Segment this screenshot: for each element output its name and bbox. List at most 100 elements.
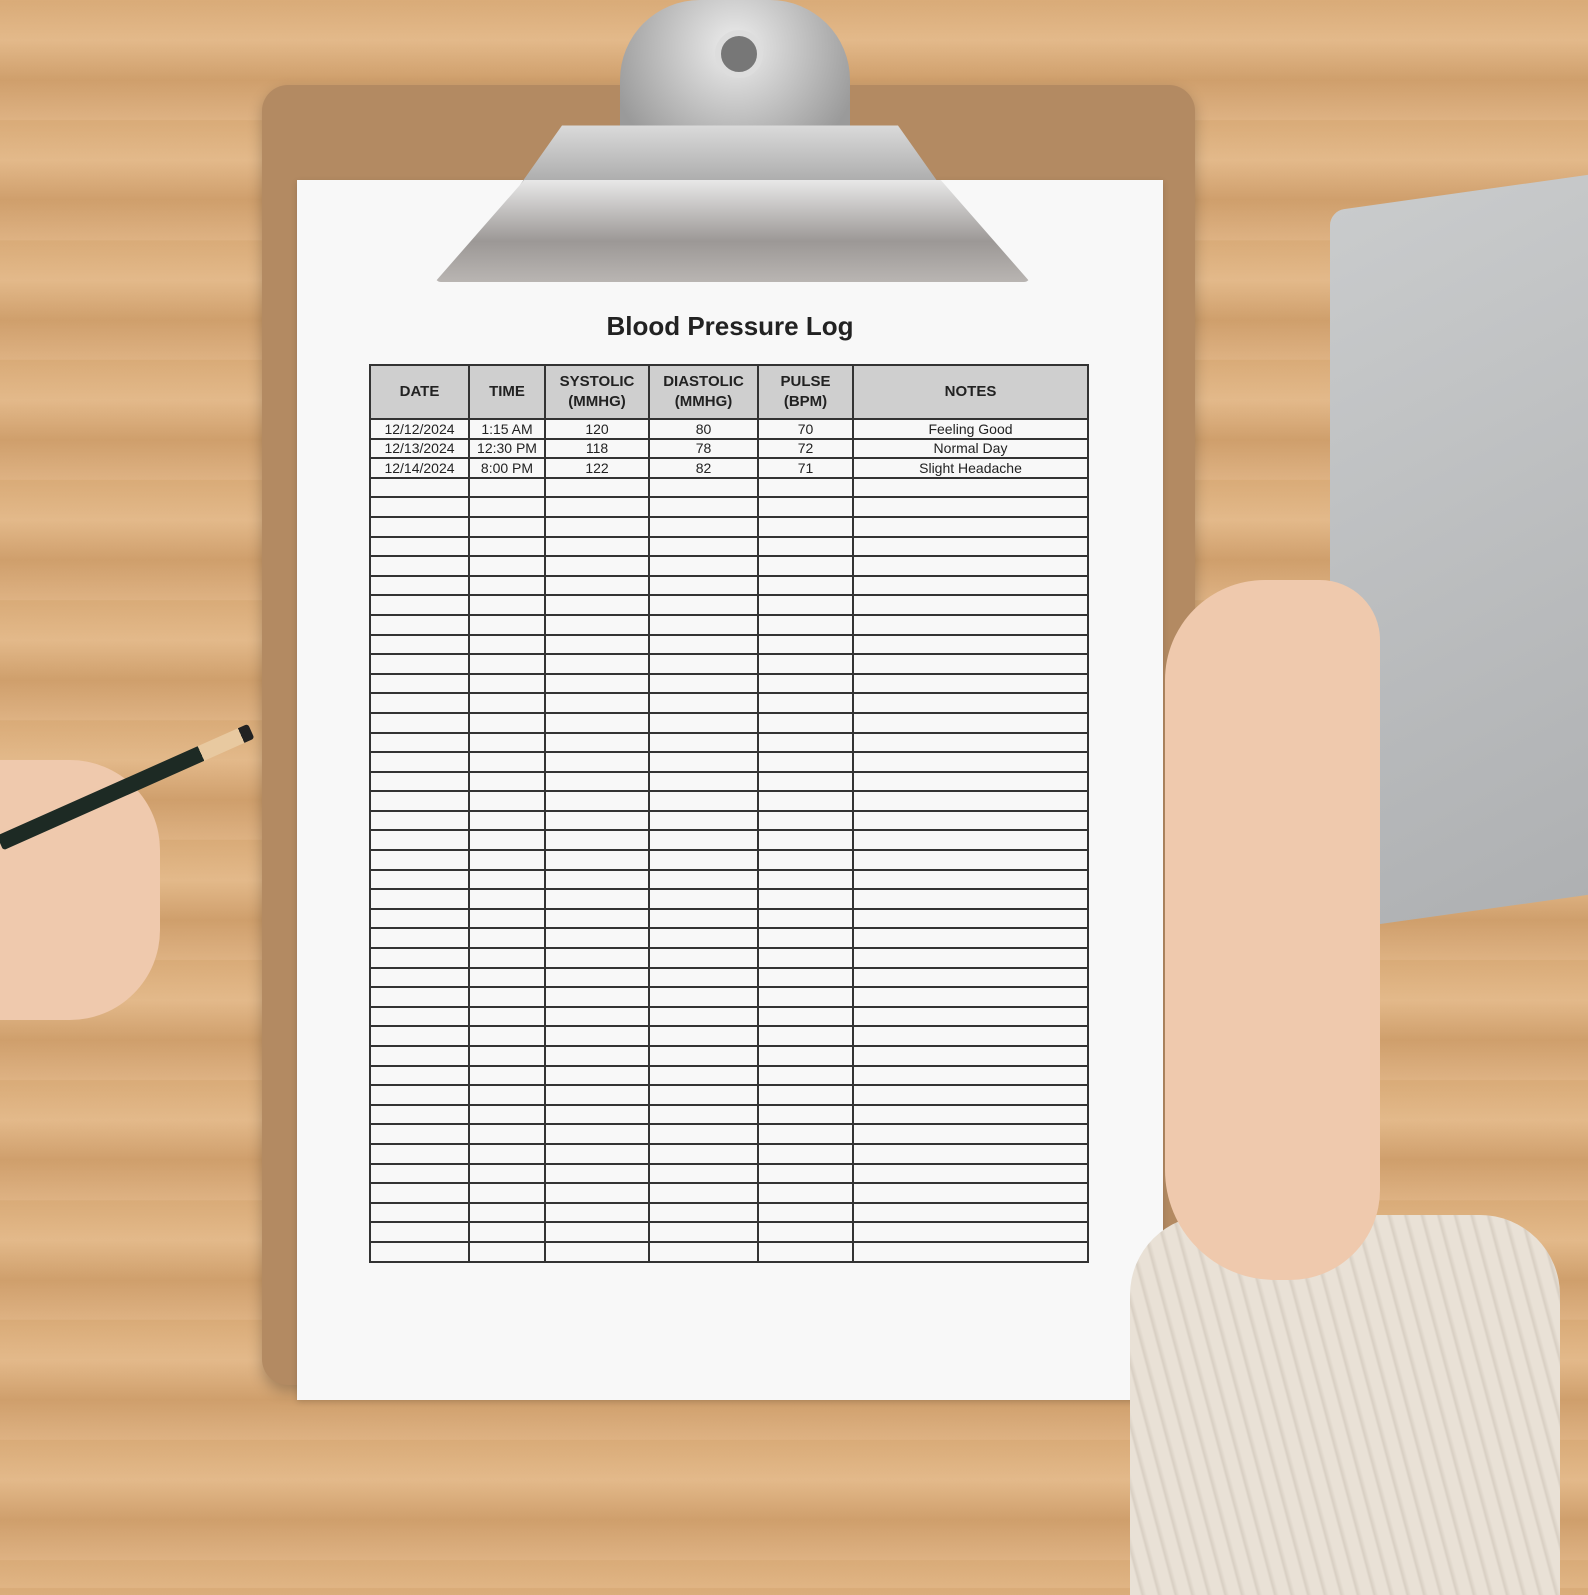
empty-cell-diastolic <box>648 653 759 675</box>
cell-systolic: 120 <box>544 418 650 440</box>
empty-cell-date <box>369 1025 470 1047</box>
header-row: DATE TIME SYSTOLIC (MMHG) DIASTOLIC (MMH… <box>369 364 1089 420</box>
empty-table-row <box>369 986 1089 1008</box>
empty-cell-notes <box>852 496 1089 518</box>
empty-table-row <box>369 1084 1089 1106</box>
empty-cell-pulse <box>757 653 854 675</box>
empty-table-row <box>369 672 1089 695</box>
empty-cell-time <box>468 790 546 812</box>
empty-table-row <box>369 574 1089 597</box>
empty-cell-systolic <box>544 555 650 577</box>
empty-cell-time <box>468 829 546 852</box>
empty-cell-date <box>369 966 470 989</box>
bp-log-table: DATE TIME SYSTOLIC (MMHG) DIASTOLIC (MMH… <box>369 364 1089 1263</box>
empty-cell-notes <box>852 1142 1089 1165</box>
empty-table-row <box>369 829 1089 852</box>
empty-cell-systolic <box>544 1142 650 1165</box>
empty-cell-notes <box>852 1240 1089 1263</box>
empty-cell-notes <box>852 515 1089 538</box>
empty-cell-date <box>369 1201 470 1224</box>
empty-cell-pulse <box>757 986 854 1008</box>
empty-cell-systolic <box>544 947 650 969</box>
cell-pulse: 70 <box>757 418 854 440</box>
empty-cell-systolic <box>544 594 650 616</box>
empty-cell-systolic <box>544 1240 650 1263</box>
empty-cell-notes <box>852 986 1089 1008</box>
empty-cell-systolic <box>544 496 650 518</box>
empty-cell-systolic <box>544 770 650 793</box>
empty-table-row <box>369 496 1089 518</box>
empty-cell-date <box>369 476 470 499</box>
empty-cell-date <box>369 1064 470 1087</box>
sweater-sleeve <box>1130 1215 1560 1595</box>
empty-cell-notes <box>852 1084 1089 1106</box>
empty-cell-diastolic <box>648 613 759 636</box>
empty-cell-pulse <box>757 672 854 695</box>
empty-cell-notes <box>852 672 1089 695</box>
empty-cell-time <box>468 1182 546 1204</box>
empty-cell-date <box>369 633 470 656</box>
empty-cell-pulse <box>757 1084 854 1106</box>
empty-cell-systolic <box>544 633 650 656</box>
empty-cell-time <box>468 849 546 871</box>
cell-pulse: 72 <box>757 437 854 460</box>
cell-time: 1:15 AM <box>468 418 546 440</box>
empty-cell-systolic <box>544 515 650 538</box>
empty-table-row <box>369 633 1089 656</box>
cell-diastolic: 80 <box>648 418 759 440</box>
cell-date: 12/12/2024 <box>369 418 470 440</box>
empty-cell-time <box>468 515 546 538</box>
empty-table-row <box>369 1064 1089 1087</box>
empty-table-row <box>369 613 1089 636</box>
empty-cell-pulse <box>757 907 854 930</box>
cell-time: 8:00 PM <box>468 457 546 479</box>
empty-cell-systolic <box>544 574 650 597</box>
empty-cell-time <box>468 868 546 891</box>
empty-cell-notes <box>852 594 1089 616</box>
empty-cell-diastolic <box>648 1240 759 1263</box>
empty-cell-pulse <box>757 1142 854 1165</box>
empty-cell-diastolic <box>648 535 759 558</box>
empty-cell-diastolic <box>648 1201 759 1224</box>
cell-date: 12/13/2024 <box>369 437 470 460</box>
empty-table-row <box>369 927 1089 950</box>
empty-cell-diastolic <box>648 1182 759 1204</box>
empty-cell-pulse <box>757 1025 854 1047</box>
empty-cell-notes <box>852 574 1089 597</box>
empty-cell-time <box>468 496 546 518</box>
empty-cell-systolic <box>544 888 650 910</box>
empty-cell-date <box>369 986 470 1008</box>
empty-cell-time <box>468 927 546 950</box>
empty-cell-time <box>468 1162 546 1185</box>
empty-cell-diastolic <box>648 711 759 734</box>
empty-cell-systolic <box>544 1005 650 1028</box>
empty-table-row <box>369 1201 1089 1224</box>
empty-cell-date <box>369 1221 470 1243</box>
empty-cell-diastolic <box>648 927 759 950</box>
empty-cell-pulse <box>757 1005 854 1028</box>
cell-time: 12:30 PM <box>468 437 546 460</box>
empty-cell-date <box>369 1240 470 1263</box>
empty-cell-date <box>369 770 470 793</box>
empty-cell-pulse <box>757 555 854 577</box>
col-diastolic: DIASTOLIC (MMHG) <box>648 364 759 420</box>
empty-cell-date <box>369 1142 470 1165</box>
empty-cell-diastolic <box>648 496 759 518</box>
cell-systolic: 118 <box>544 437 650 460</box>
table-row: 12/12/2024 1:15 AM 120 80 70 Feeling Goo… <box>369 418 1089 440</box>
empty-cell-systolic <box>544 1162 650 1185</box>
empty-cell-diastolic <box>648 849 759 871</box>
empty-cell-systolic <box>544 1025 650 1047</box>
empty-cell-date <box>369 849 470 871</box>
empty-cell-notes <box>852 751 1089 773</box>
empty-cell-notes <box>852 731 1089 754</box>
empty-cell-notes <box>852 966 1089 989</box>
empty-cell-diastolic <box>648 555 759 577</box>
empty-cell-time <box>468 1064 546 1087</box>
empty-cell-diastolic <box>648 672 759 695</box>
right-hand <box>1165 580 1380 1280</box>
empty-cell-date <box>369 692 470 714</box>
empty-cell-diastolic <box>648 1142 759 1165</box>
empty-cell-date <box>369 613 470 636</box>
empty-cell-pulse <box>757 947 854 969</box>
